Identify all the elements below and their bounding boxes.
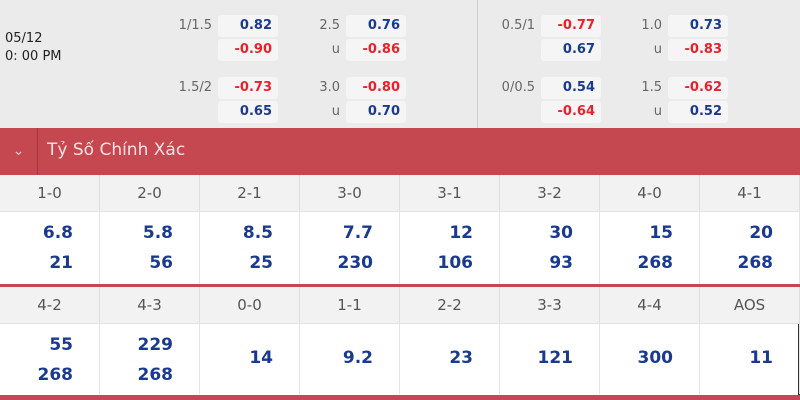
score-odds-value[interactable]: 229 <box>137 335 174 355</box>
total-odds-button[interactable]: 0.73 <box>668 15 728 37</box>
total-odds-button[interactable]: -0.80 <box>346 77 406 99</box>
handicap-line: 1.5/2 <box>178 80 212 95</box>
section-title: Tỷ Số Chính Xác <box>47 140 186 160</box>
score-odds-cell[interactable]: 300 <box>600 324 700 394</box>
total-odds-button[interactable]: 0.52 <box>668 101 728 123</box>
handicap-odds-button[interactable]: -0.77 <box>541 15 601 37</box>
score-odds-value[interactable]: 11 <box>749 348 773 368</box>
total-line: 1.5 <box>641 80 662 95</box>
score-odds-cell[interactable]: 9.2 <box>300 324 400 394</box>
total-odds-button[interactable]: -0.86 <box>346 39 406 61</box>
score-odds-cell[interactable]: 15 268 <box>600 212 700 285</box>
score-label: 4-0 <box>600 175 700 212</box>
score-odds-value[interactable]: 8.5 <box>242 223 273 243</box>
score-odds-value[interactable]: 5.8 <box>142 223 173 243</box>
score-odds-value[interactable]: 25 <box>249 253 273 273</box>
score-odds-value[interactable]: 23 <box>449 348 473 368</box>
chevron-down-icon[interactable]: ⌄ <box>0 128 38 175</box>
score-odds-value[interactable]: 268 <box>737 253 774 273</box>
score-label: 3-0 <box>300 175 400 212</box>
score-odds-value[interactable]: 300 <box>637 348 674 368</box>
score-label: 3-2 <box>500 175 600 212</box>
match-time: 0: 00 PM <box>5 49 62 64</box>
handicap-odds-button[interactable]: 0.54 <box>541 77 601 99</box>
score-odds-value[interactable]: 15 <box>649 223 673 243</box>
score-odds-value[interactable]: 21 <box>49 253 73 273</box>
score-odds-value[interactable]: 230 <box>337 253 374 273</box>
score-odds-cell[interactable]: 8.5 25 <box>200 212 300 285</box>
score-label: 4-2 <box>0 287 100 324</box>
under-label: u <box>653 104 662 119</box>
score-label: 1-0 <box>0 175 100 212</box>
total-odds-button[interactable]: 0.70 <box>346 101 406 123</box>
score-label: 0-0 <box>200 287 300 324</box>
handicap-line: 0/0.5 <box>501 80 535 95</box>
under-label: u <box>331 42 340 57</box>
odds-panel: 05/12 0: 00 PM 1/1.5 2.5 u 0.82 -0.90 0.76 -0.… <box>0 0 800 128</box>
score-odds-cell[interactable]: 55 268 <box>0 324 100 394</box>
score-odds-cell[interactable]: 6.8 21 <box>0 212 100 285</box>
score-odds-cell[interactable]: 30 93 <box>500 212 600 285</box>
score-odds-value[interactable]: 20 <box>749 223 773 243</box>
score-label: 4-1 <box>700 175 800 212</box>
total-odds-button[interactable]: -0.62 <box>668 77 728 99</box>
score-label: AOS <box>700 287 800 324</box>
score-grid-1: 1-0 6.8 21 2-0 5.8 56 2-1 8.5 25 3-0 7.7 230 3-1 12 10… <box>0 175 800 285</box>
score-grid-2: 4-2 55 268 4-3 229 268 0-0 14 1-1 9.2 2-2 23 3-3 121 4… <box>0 287 800 395</box>
handicap-odds-button[interactable]: 0.67 <box>541 39 601 61</box>
handicap-odds-button[interactable]: 0.82 <box>218 15 278 37</box>
score-odds-value[interactable]: 268 <box>637 253 674 273</box>
total-line: 2.5 <box>319 18 340 33</box>
score-label: 1-1 <box>300 287 400 324</box>
handicap-odds-button[interactable]: -0.64 <box>541 101 601 123</box>
score-odds-value[interactable]: 30 <box>549 223 573 243</box>
total-line: 3.0 <box>319 80 340 95</box>
score-odds-cell[interactable]: 229 268 <box>100 324 200 394</box>
score-odds-cell[interactable]: 12 106 <box>400 212 500 285</box>
score-odds-value[interactable]: 55 <box>49 335 73 355</box>
score-odds-cell[interactable]: 11 <box>700 324 800 394</box>
total-odds-button[interactable]: -0.83 <box>668 39 728 61</box>
match-date: 05/12 <box>5 31 43 46</box>
score-label: 3-1 <box>400 175 500 212</box>
score-odds-cell[interactable]: 20 268 <box>700 212 800 285</box>
score-odds-cell[interactable]: 23 <box>400 324 500 394</box>
score-odds-value[interactable]: 7.7 <box>342 223 373 243</box>
score-odds-value[interactable]: 93 <box>549 253 573 273</box>
score-label: 4-4 <box>600 287 700 324</box>
score-odds-value[interactable]: 268 <box>37 365 74 385</box>
total-odds-button[interactable]: 0.76 <box>346 15 406 37</box>
divider <box>0 284 800 287</box>
handicap-line: 0.5/1 <box>501 18 535 33</box>
under-label: u <box>331 104 340 119</box>
score-odds-value[interactable]: 12 <box>449 223 473 243</box>
handicap-odds-button[interactable]: -0.73 <box>218 77 278 99</box>
score-odds-value[interactable]: 56 <box>149 253 173 273</box>
section-header-correct-score[interactable]: ⌄ Tỷ Số Chính Xác <box>0 128 800 175</box>
divider <box>477 0 478 128</box>
score-odds-value[interactable]: 106 <box>437 253 474 273</box>
handicap-odds-button[interactable]: 0.65 <box>218 101 278 123</box>
score-odds-value[interactable]: 14 <box>249 348 273 368</box>
score-odds-cell[interactable]: 121 <box>500 324 600 394</box>
score-label: 2-0 <box>100 175 200 212</box>
score-odds-value[interactable]: 268 <box>137 365 174 385</box>
under-label: u <box>653 42 662 57</box>
handicap-odds-button[interactable]: -0.90 <box>218 39 278 61</box>
score-label: 2-2 <box>400 287 500 324</box>
score-odds-cell[interactable]: 5.8 56 <box>100 212 200 285</box>
score-odds-value[interactable]: 6.8 <box>42 223 73 243</box>
score-label: 4-3 <box>100 287 200 324</box>
handicap-line: 1/1.5 <box>178 18 212 33</box>
score-odds-cell[interactable]: 14 <box>200 324 300 394</box>
total-line: 1.0 <box>641 18 662 33</box>
score-odds-value[interactable]: 121 <box>537 348 574 368</box>
score-odds-cell[interactable]: 7.7 230 <box>300 212 400 285</box>
divider <box>0 395 800 400</box>
match-datetime: 05/12 0: 00 PM <box>5 30 62 66</box>
score-label: 2-1 <box>200 175 300 212</box>
score-odds-value[interactable]: 9.2 <box>342 348 373 368</box>
score-label: 3-3 <box>500 287 600 324</box>
